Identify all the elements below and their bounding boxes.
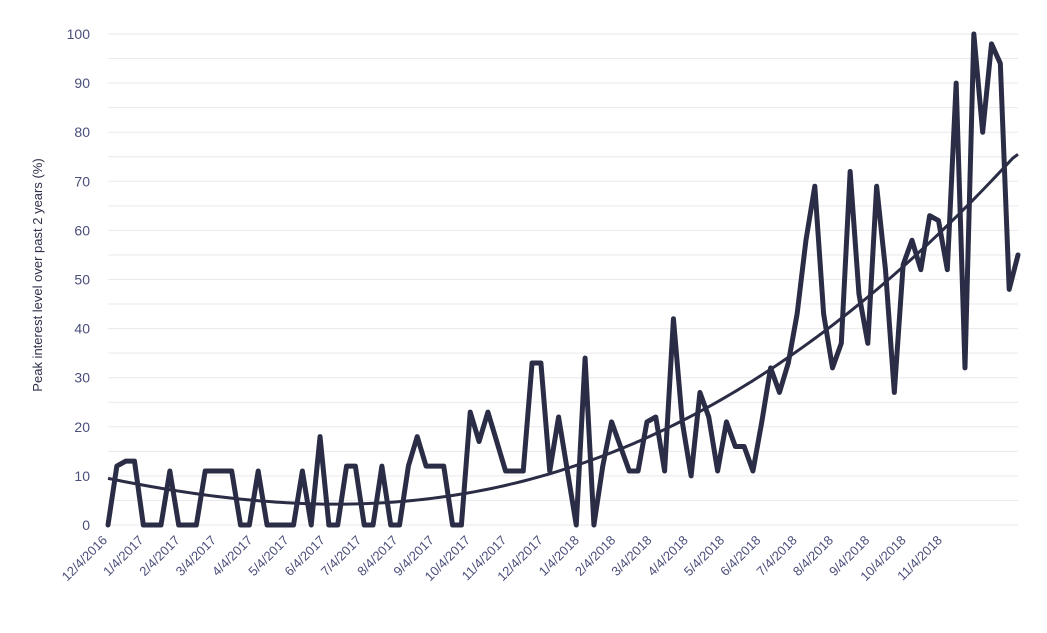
y-tick-label: 100 xyxy=(67,26,91,42)
y-tick-label: 50 xyxy=(74,272,90,288)
gridlines xyxy=(108,33,1018,526)
y-tick-label: 40 xyxy=(74,321,90,337)
y-axis-ticks: 0 10 20 30 40 50 60 70 80 90 100 xyxy=(67,26,91,533)
y-tick-label: 80 xyxy=(74,124,90,140)
x-tick-label: 12/4/2016 xyxy=(59,533,111,585)
y-tick-label: 20 xyxy=(74,419,90,435)
trend-line xyxy=(107,153,1019,506)
y-tick-label: 90 xyxy=(74,75,90,91)
y-axis-label: Peak interest level over past 2 years (%… xyxy=(30,158,45,391)
x-axis-ticks: 12/4/20161/4/20172/4/20173/4/20174/4/201… xyxy=(59,533,945,585)
y-tick-label: 60 xyxy=(74,222,90,238)
series-layer xyxy=(105,31,1021,528)
y-tick-label: 10 xyxy=(74,468,90,484)
y-tick-label: 70 xyxy=(74,173,90,189)
y-tick-label: 30 xyxy=(74,370,90,386)
interest-series-line xyxy=(105,31,1021,528)
y-tick-label: 0 xyxy=(82,517,90,533)
